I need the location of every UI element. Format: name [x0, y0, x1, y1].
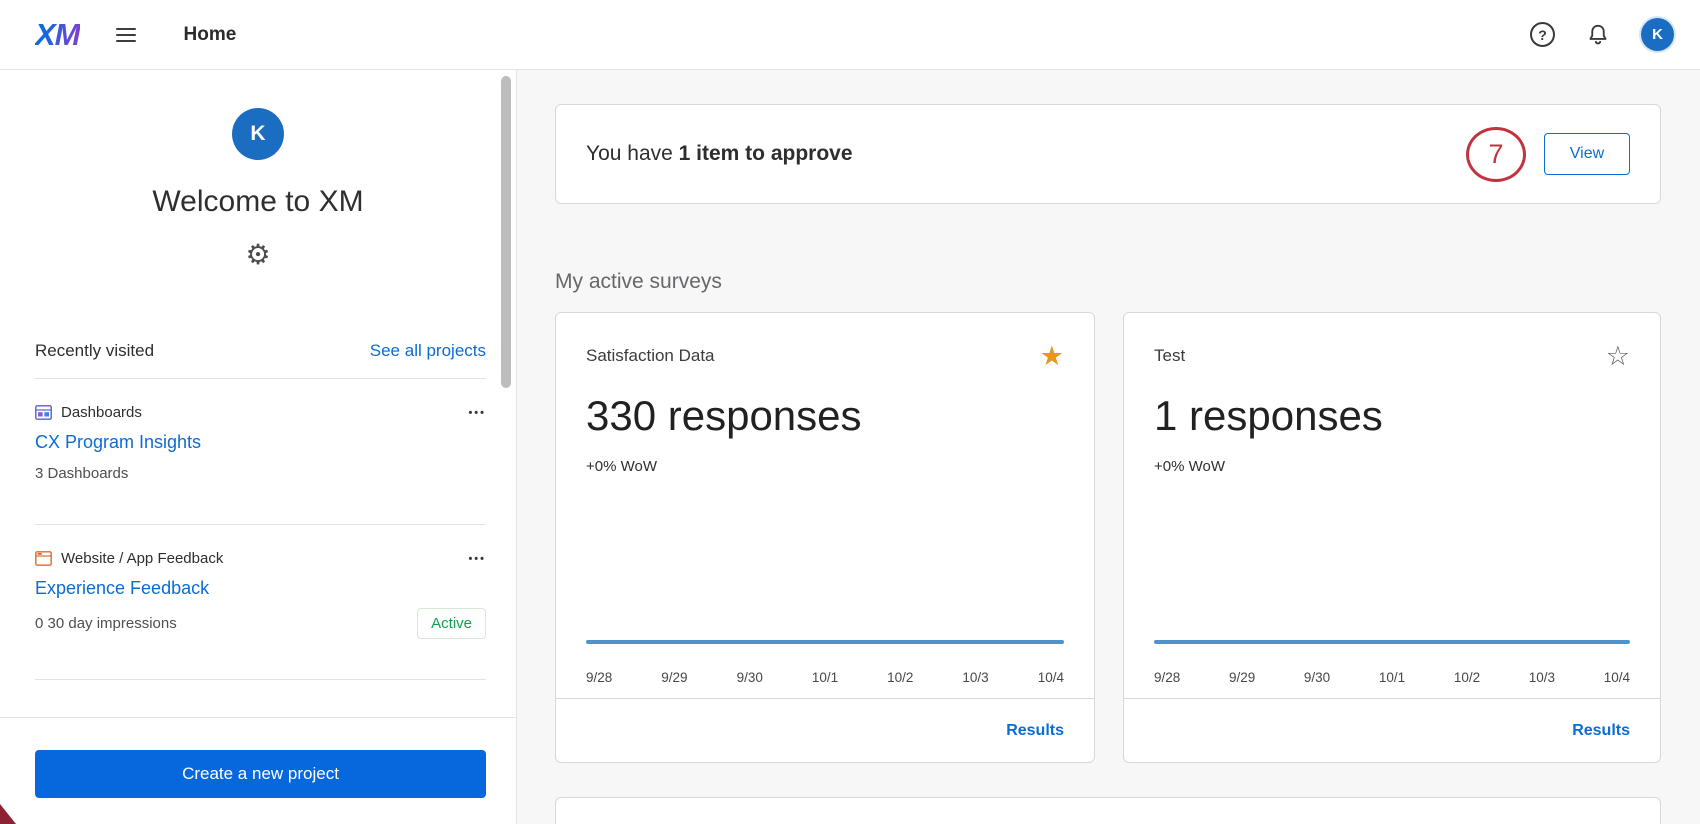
response-count: 1 responses: [1154, 392, 1383, 439]
topbar-actions: ? K: [1530, 18, 1674, 51]
topbar: XM Home ? K: [0, 0, 1700, 70]
responses-trend-chart: 9/28 9/29 9/30 10/1 10/2 10/3 10/4: [1154, 640, 1630, 698]
project-type-label: Website / App Feedback: [61, 550, 224, 567]
survey-card-satisfaction-data[interactable]: Satisfaction Data ★ 330 responses +0% Wo…: [555, 312, 1095, 763]
project-link-cx-program-insights[interactable]: CX Program Insights: [35, 432, 202, 452]
red-corner-annotation: [0, 804, 16, 824]
recent-project-dashboards: Dashboards ••• CX Program Insights 3 Das…: [0, 379, 516, 507]
recently-visited-header: Recently visited See all projects: [0, 341, 516, 361]
website-app-feedback-icon: [35, 551, 52, 566]
divider: [0, 717, 516, 718]
page-title: Home: [183, 23, 237, 45]
project-type-label: Dashboards: [61, 404, 142, 421]
project-link-experience-feedback[interactable]: Experience Feedback: [35, 578, 210, 598]
divider: [35, 679, 486, 680]
chart-line: [586, 640, 1064, 644]
survey-title: Satisfaction Data: [586, 346, 715, 365]
recently-visited-label: Recently visited: [35, 341, 155, 360]
survey-title: Test: [1154, 346, 1186, 365]
chart-x-axis: 9/28 9/29 9/30 10/1 10/2 10/3 10/4: [586, 670, 1064, 685]
annotation-circle-7: 7: [1466, 126, 1526, 182]
help-icon[interactable]: ?: [1530, 22, 1555, 47]
survey-cards-row: Satisfaction Data ★ 330 responses +0% Wo…: [555, 312, 1661, 763]
gear-icon[interactable]: ⚙: [245, 239, 271, 270]
dashboards-icon: [35, 405, 52, 420]
approval-banner: You have 1 item to approve 7 View: [555, 104, 1661, 204]
sidebar: K Welcome to XM ⚙ Recently visited See a…: [0, 70, 517, 824]
xm-logo[interactable]: XM: [35, 16, 80, 52]
favorite-star-icon[interactable]: ★: [1039, 341, 1064, 371]
sidebar-scrollbar[interactable]: [501, 76, 511, 388]
recent-project-website-feedback: Website / App Feedback ••• Experience Fe…: [0, 525, 516, 662]
divider: [35, 378, 486, 379]
notifications-bell-icon[interactable]: [1585, 22, 1611, 48]
project-subtitle: 0 30 day impressions: [35, 615, 177, 632]
status-badge-active: Active: [417, 608, 486, 639]
divider: [35, 524, 486, 525]
favorite-star-icon[interactable]: ☆: [1605, 341, 1630, 371]
see-all-projects-link[interactable]: See all projects: [369, 341, 486, 360]
approval-text: You have 1 item to approve: [586, 142, 853, 165]
sidebar-avatar: K: [232, 108, 284, 160]
more-options-icon[interactable]: •••: [468, 406, 486, 419]
results-link[interactable]: Results: [1006, 721, 1064, 739]
results-link[interactable]: Results: [1572, 721, 1630, 739]
welcome-title: Welcome to XM: [152, 185, 364, 218]
more-options-icon[interactable]: •••: [468, 552, 486, 565]
global-nav-menu-icon[interactable]: [110, 22, 142, 48]
survey-card-test[interactable]: Test ☆ 1 responses +0% WoW 9/28 9/29 9/3…: [1123, 312, 1661, 763]
wow-change: +0% WoW: [586, 458, 657, 475]
responses-trend-chart: 9/28 9/29 9/30 10/1 10/2 10/3 10/4: [586, 640, 1064, 698]
next-card-partial: [555, 797, 1661, 824]
wow-change: +0% WoW: [1154, 458, 1225, 475]
create-new-project-button[interactable]: Create a new project: [35, 750, 486, 798]
view-button[interactable]: View: [1544, 133, 1630, 175]
project-subtitle: 3 Dashboards: [35, 464, 129, 482]
chart-line: [1154, 640, 1630, 644]
main-content: You have 1 item to approve 7 View My act…: [517, 70, 1700, 824]
chart-x-axis: 9/28 9/29 9/30 10/1 10/2 10/3 10/4: [1154, 670, 1630, 685]
user-avatar[interactable]: K: [1641, 18, 1674, 51]
my-active-surveys-title: My active surveys: [555, 270, 722, 293]
response-count: 330 responses: [586, 392, 862, 439]
